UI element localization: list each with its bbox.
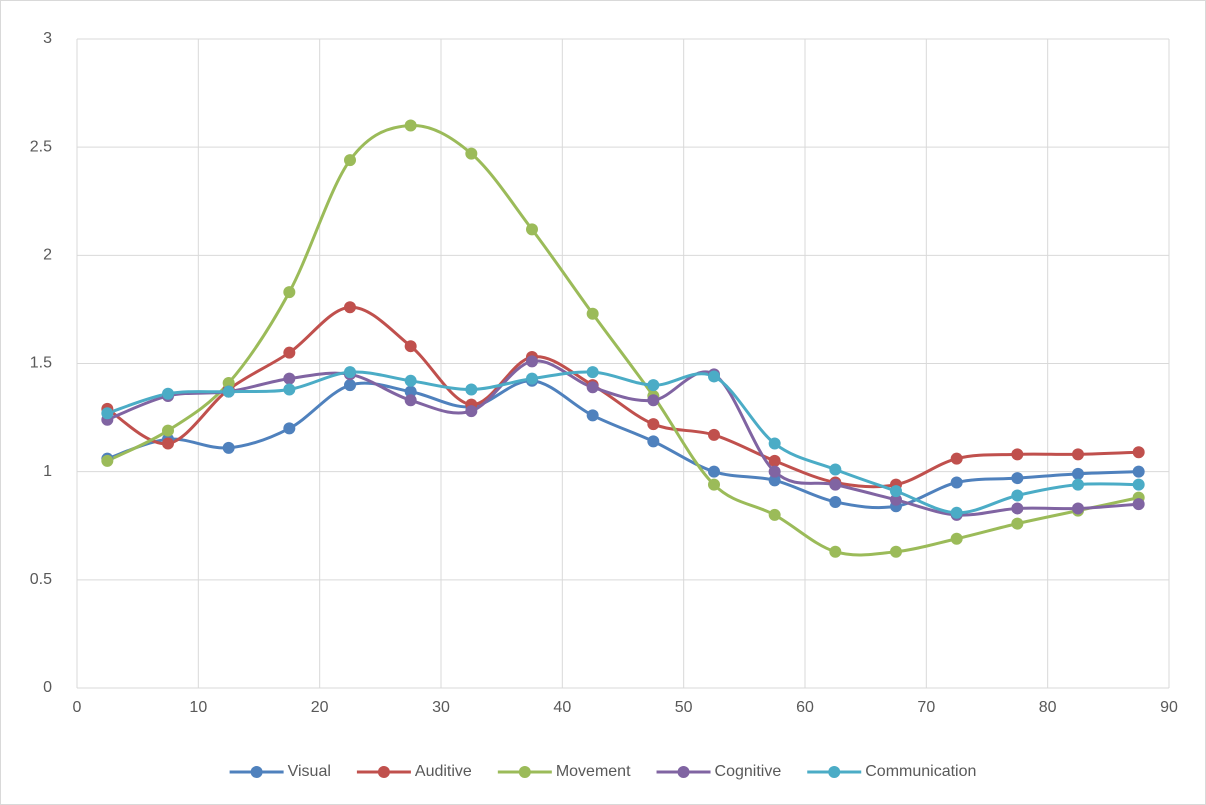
y-tick-label: 2 — [43, 247, 52, 264]
legend-marker — [677, 766, 690, 778]
data-point — [950, 476, 963, 489]
data-point — [586, 381, 599, 394]
data-point — [1072, 467, 1084, 480]
y-tick-label: 0 — [43, 679, 52, 696]
data-point — [1132, 498, 1145, 511]
data-point — [162, 387, 174, 400]
legend-marker — [518, 766, 531, 778]
legend-marker — [377, 766, 390, 778]
x-tick-label: 50 — [675, 699, 693, 716]
data-point — [950, 506, 963, 519]
data-point — [829, 545, 842, 558]
data-point — [768, 474, 781, 487]
data-point — [162, 437, 174, 450]
data-point — [1011, 517, 1024, 530]
data-point — [101, 407, 114, 420]
data-point — [404, 340, 417, 353]
data-point — [404, 374, 417, 387]
data-point — [465, 405, 478, 418]
data-point — [101, 454, 114, 467]
data-point — [162, 424, 174, 437]
legend: Visual Auditive Movement Cognitive Communica… — [229, 763, 976, 780]
data-point — [1011, 448, 1024, 461]
x-tick-label: 40 — [553, 699, 571, 716]
y-tick-label: 1 — [43, 463, 52, 480]
data-point — [890, 485, 902, 498]
x-tick-label: 90 — [1160, 699, 1178, 716]
legend-marker — [250, 766, 263, 778]
data-point — [768, 465, 781, 478]
data-point — [829, 478, 842, 491]
data-point — [708, 478, 720, 491]
data-point — [1132, 478, 1145, 491]
data-point — [526, 372, 538, 385]
y-tick-label: 0.5 — [30, 571, 52, 588]
data-point — [829, 495, 842, 508]
data-point — [1072, 502, 1084, 515]
data-point — [283, 346, 296, 359]
legend-marker — [828, 766, 841, 778]
data-point — [1072, 448, 1084, 461]
data-point — [768, 508, 781, 521]
data-point — [647, 379, 660, 392]
data-point — [1011, 489, 1024, 502]
data-point — [950, 532, 963, 545]
data-point — [647, 435, 660, 448]
x-tick-label: 60 — [796, 699, 814, 716]
data-point — [1072, 478, 1084, 491]
data-point — [404, 394, 417, 407]
legend-label: Movement — [556, 763, 631, 780]
data-point — [222, 385, 235, 398]
x-tick-label: 0 — [73, 699, 82, 716]
x-tick-label: 80 — [1039, 699, 1057, 716]
data-point — [1132, 446, 1145, 459]
legend-label: Communication — [865, 763, 976, 780]
data-point — [708, 428, 720, 441]
data-point — [222, 441, 235, 454]
data-point — [1011, 502, 1024, 515]
data-point — [708, 465, 720, 478]
legend-label: Auditive — [415, 763, 472, 780]
data-point — [1132, 465, 1145, 478]
y-tick-label: 3 — [43, 30, 52, 47]
data-point — [222, 376, 235, 389]
data-point — [526, 355, 538, 368]
data-point — [344, 301, 356, 314]
data-point — [708, 370, 720, 383]
data-point — [768, 454, 781, 467]
data-point — [344, 154, 356, 167]
x-tick-label: 30 — [432, 699, 450, 716]
data-point — [404, 119, 417, 132]
data-point — [465, 383, 478, 396]
data-point — [586, 409, 599, 422]
data-point — [647, 394, 660, 407]
data-point — [586, 366, 599, 379]
data-point — [344, 366, 356, 379]
data-point — [344, 379, 356, 392]
data-point — [647, 418, 660, 431]
data-point — [829, 463, 842, 476]
data-point — [586, 307, 599, 320]
x-tick-label: 20 — [311, 699, 329, 716]
data-point — [890, 545, 902, 558]
data-point — [768, 437, 781, 450]
y-tick-label: 1.5 — [30, 355, 52, 372]
data-point — [404, 385, 417, 398]
x-tick-label: 10 — [189, 699, 207, 716]
x-tick-label: 70 — [917, 699, 935, 716]
legend-label: Cognitive — [715, 763, 782, 780]
data-point — [890, 493, 902, 506]
data-point — [283, 286, 296, 299]
data-point — [465, 147, 478, 160]
data-point — [283, 372, 296, 385]
data-point — [1011, 472, 1024, 485]
legend-label: Visual — [288, 763, 331, 780]
y-tick-label: 2.5 — [30, 138, 52, 155]
data-point — [283, 383, 296, 396]
data-point — [283, 422, 296, 435]
data-point — [950, 452, 963, 465]
data-point — [526, 223, 538, 236]
